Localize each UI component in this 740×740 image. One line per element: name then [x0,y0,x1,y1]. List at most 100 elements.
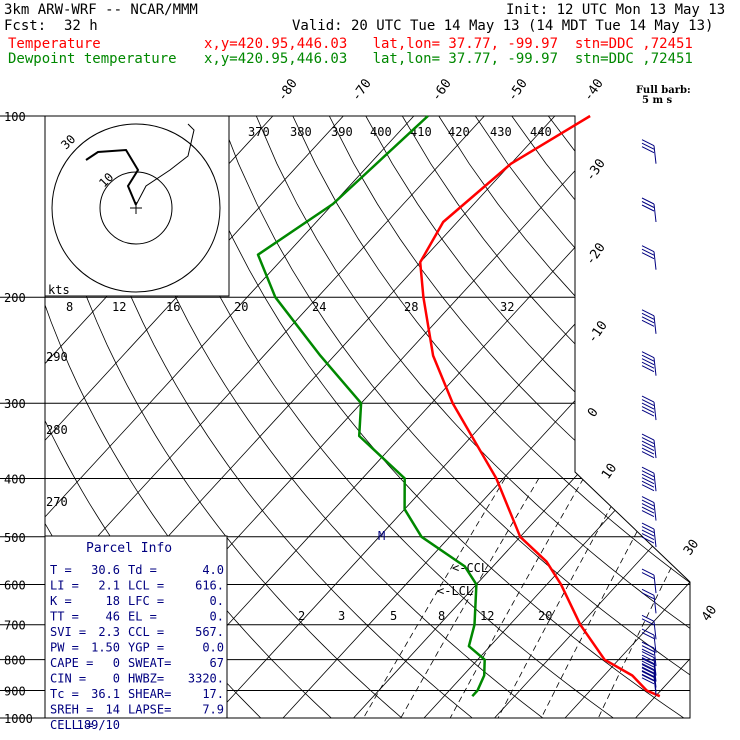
isotherm-top-label: -80 [275,76,301,104]
wind-barb-staff [653,648,657,667]
wind-barb-flag [641,618,655,626]
parcel-info-value: 36.1 [91,687,120,701]
parcel-info-value: 0. [210,610,224,624]
theta-label: 400 [370,125,392,139]
mixing-ratio-label: 5 [390,609,397,623]
theta-left-label: 290 [46,350,68,364]
wind-barb-flag [641,197,655,205]
pressure-label: 300 [4,397,26,411]
wind-barb-staff [653,663,657,682]
hodograph-trace [85,148,140,206]
wind-barb-flag [641,536,655,544]
speed-scale-label: 20 [234,300,248,314]
wind-barb-staff [653,203,657,223]
mixing-ratio-line [597,478,690,718]
isotherm-line [494,116,690,718]
wind-barb-flag [641,142,655,150]
speed-scale-label: 8 [66,300,73,314]
wind-barb-flag [641,529,655,537]
wind-barb [641,641,657,667]
wind-barb-staff [653,634,657,654]
wind-barb [641,197,657,223]
wind-barb-flag [641,667,655,675]
parcel-info-value: 189/10 [77,718,120,732]
wind-barb [641,309,657,334]
parcel-info-key: SREH = [50,703,93,717]
wind-barb-flag [641,648,655,656]
wind-barb [641,395,657,421]
parcel-info-key: Tc = [50,687,79,701]
pressure-label: 1000 [4,712,33,726]
isotherm-top-label: -60 [429,76,455,104]
barb-legend-line2: 5 m s [642,95,673,106]
parcel-info-key: TT = [50,610,79,624]
wind-barb [641,670,657,695]
hodograph-ring [51,123,221,293]
parcel-info-key: SVI = [50,625,86,639]
wind-barb-flag [641,510,655,518]
pressure-label: 200 [4,291,26,305]
speed-scale-label: 24 [312,300,326,314]
wind-barb-flag [641,660,655,668]
pressure-label: 100 [4,110,26,124]
dry-adiabat-line [146,116,614,718]
parcel-info-value: 7.9 [202,703,224,717]
isotherm-top-label: -40 [581,76,607,104]
parcel-info-key: LFC = [128,594,164,608]
speed-scale-label: 28 [404,300,418,314]
parcel-info-key: LAPSE= [128,703,171,717]
parcel-info-value: 14 [106,703,120,717]
parcel-info-key: LCL = [128,579,164,593]
mixing-ratio-label: 3 [338,609,345,623]
isotherm-side-label: -10 [585,318,611,346]
parcel-info-value: 0 [113,672,120,686]
lcl-marker: <-LCL [437,584,473,598]
wind-barb-flag [641,433,655,441]
parcel-info-value: 0. [210,594,224,608]
parcel-info-value: 2.3 [98,625,120,639]
parcel-info-value: 567. [195,625,224,639]
parcel-info-key: HWBZ= [128,672,164,686]
wind-barb-flag [641,614,655,622]
pressure-label: 700 [4,619,26,633]
isotherm-top-label: -50 [505,76,531,104]
pressure-label: 900 [4,684,26,698]
parcel-info-value: 4.0 [202,563,224,577]
wind-barb-flag [641,312,655,320]
wind-barb-flag [641,399,655,407]
parcel-info-key: Td = [128,563,157,577]
wind-barb-flag [641,316,655,324]
parcel-info-key: LI = [50,579,79,593]
wind-barb-flag [641,645,655,653]
dry-adiabat-line [474,116,690,718]
parcel-info-value: 1.50 [91,641,120,655]
wind-barb [641,614,657,640]
parcel-info-key: SWEAT= [128,656,171,670]
isotherm-top-label: -70 [349,76,375,104]
theta-left-label: 280 [46,423,68,437]
parcel-info-value: 46 [106,610,120,624]
parcel-info-key: CCL = [128,625,164,639]
parcel-info-value: 17. [202,687,224,701]
parcel-info-value: 0 [113,656,120,670]
isotherm-line [564,116,690,718]
wind-barb-flag [641,632,655,639]
isotherm-line [45,116,485,718]
parcel-info-title: Parcel Info [86,541,172,556]
parcel-info-value: 2.1 [98,579,120,593]
wind-barb [641,588,657,614]
dry-adiabat-line [511,116,690,718]
parcel-info-value: 30.6 [91,563,120,577]
forecast-hours: 32 h [64,18,98,34]
wind-barb-flag [641,395,655,403]
mixing-ratio-label: 8 [438,609,445,623]
wind-barb-staff [653,315,657,334]
isotherm-side-label: 30 [681,537,702,558]
mixing-ratio-label: 2 [298,609,305,623]
dry-adiabat-line [219,116,690,718]
parcel-info-value: 3320. [188,672,224,686]
wind-barb-flag [641,365,655,373]
wind-barb-flag [641,447,655,455]
wind-barb-staff [653,574,657,594]
wind-barb-flag [641,402,655,410]
